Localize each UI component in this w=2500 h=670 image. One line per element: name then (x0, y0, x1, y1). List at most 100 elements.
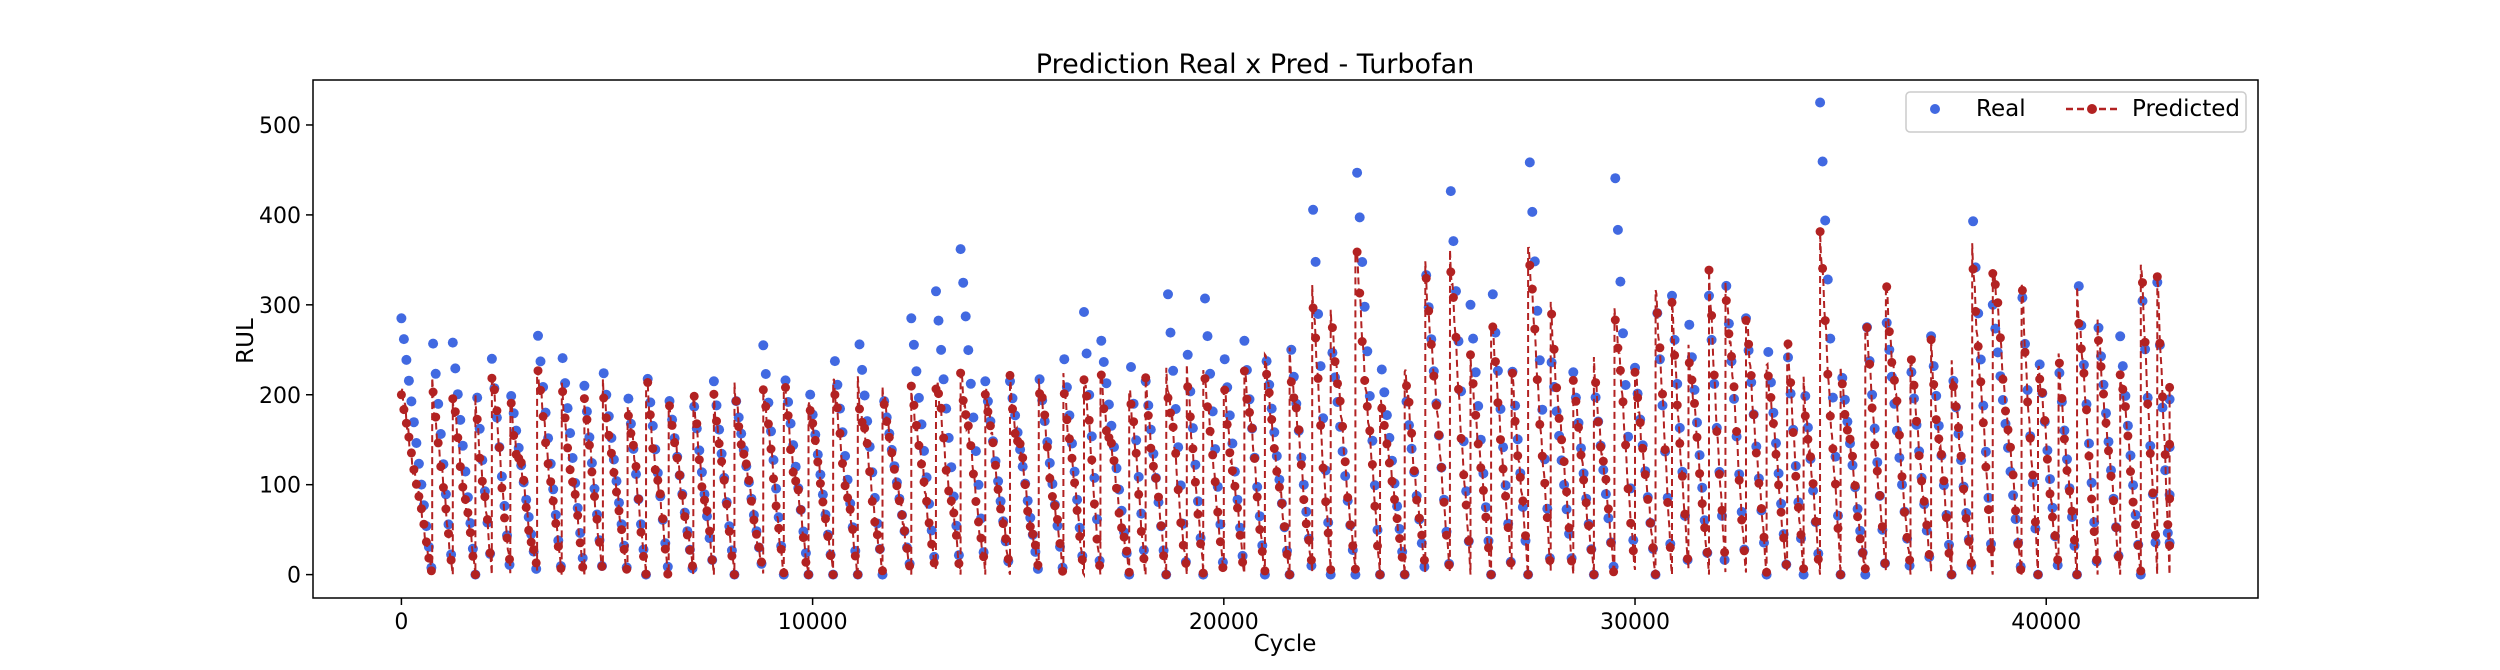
predicted-point (1931, 415, 1941, 425)
predicted-point (1260, 566, 1270, 576)
real-point (1825, 333, 1836, 344)
predicted-point (1995, 333, 2005, 343)
predicted-point (1704, 265, 1714, 275)
predicted-point (1712, 427, 1722, 436)
predicted-point (2165, 382, 2175, 392)
predicted-point (444, 529, 453, 539)
predicted-point (697, 482, 707, 492)
predicted-point (1720, 547, 1730, 557)
y-tick-label: 200 (259, 384, 301, 409)
predicted-point (1939, 476, 1949, 486)
predicted-point (1286, 377, 1296, 387)
predicted-point (1200, 374, 1210, 384)
predicted-point (597, 561, 607, 571)
predicted-point (1045, 473, 1055, 483)
real-point (1684, 319, 1695, 330)
predicted-point (1667, 297, 1677, 307)
predicted-point (1683, 554, 1693, 564)
predicted-point (2028, 470, 2038, 480)
predicted-point (1697, 499, 1707, 509)
predicted-point (746, 496, 756, 506)
predicted-point (1033, 560, 1043, 570)
predicted-point (1294, 425, 1304, 435)
predicted-point (590, 492, 599, 501)
predicted-point (805, 405, 815, 415)
predicted-point (653, 475, 663, 485)
predicted-point (783, 411, 793, 421)
predicted-point (1988, 269, 1998, 278)
predicted-point (2045, 489, 2055, 499)
predicted-point (1684, 358, 1694, 368)
predicted-point (1042, 442, 1052, 452)
real-point (1524, 157, 1535, 168)
predicted-point (1596, 442, 1606, 452)
predicted-point (634, 494, 643, 504)
predicted-point (2013, 539, 2023, 549)
x-tick-label: 40000 (2011, 610, 2081, 635)
predicted-point (1478, 485, 1488, 495)
real-point (1310, 256, 1321, 267)
predicted-point (1330, 357, 1340, 367)
predicted-point (1695, 469, 1705, 479)
predicted-point (2053, 555, 2063, 565)
predicted-point (1776, 507, 1786, 517)
predicted-point (1503, 523, 1513, 533)
predicted-point (2120, 402, 2130, 412)
predicted-point (2115, 370, 2125, 380)
predicted-point (1880, 558, 1890, 568)
predicted-point (804, 570, 813, 580)
real-point (1098, 357, 1109, 367)
predicted-point (1484, 543, 1493, 553)
real-point (1746, 377, 1757, 388)
predicted-point (680, 512, 690, 522)
predicted-point (416, 504, 426, 514)
real-point (589, 483, 600, 494)
predicted-point (961, 410, 971, 420)
real-point (963, 345, 974, 356)
predicted-point (477, 476, 487, 486)
predicted-point (1811, 516, 1821, 526)
predicted-point (1557, 435, 1567, 445)
real-point (433, 398, 444, 409)
predicted-point (1734, 475, 1744, 485)
real-point (933, 315, 944, 326)
predicted-point (1521, 531, 1530, 541)
real-point (403, 375, 414, 386)
predicted-point (2165, 494, 2175, 504)
predicted-point (1926, 335, 1936, 345)
predicted-point (667, 420, 677, 430)
predicted-point (2145, 449, 2155, 458)
real-point (1190, 459, 1201, 470)
real-point (1473, 401, 1484, 411)
real-point (694, 445, 705, 456)
predicted-point (1917, 476, 1927, 486)
predicted-point (1986, 544, 1996, 554)
predicted-point (1702, 547, 1712, 557)
predicted-point (1203, 402, 1212, 412)
predicted-point (1837, 379, 1847, 389)
predicted-point (1872, 466, 1882, 476)
predicted-point (998, 519, 1008, 529)
predicted-point (1700, 523, 1710, 533)
real-point (1992, 347, 2003, 358)
real-point (696, 467, 707, 478)
predicted-point (1766, 393, 1776, 402)
predicted-point (558, 387, 568, 397)
predicted-point (1518, 496, 1528, 506)
predicted-point (1412, 495, 1422, 505)
real-point (906, 313, 917, 324)
real-point (1763, 347, 1774, 357)
predicted-point (1456, 433, 1466, 443)
predicted-point (406, 448, 416, 458)
predicted-point (1993, 298, 2003, 308)
predicted-point (1166, 408, 1175, 418)
real-point (780, 375, 791, 386)
predicted-point (1976, 377, 1986, 387)
real-point (980, 376, 991, 387)
predicted-point (1431, 400, 1441, 410)
predicted-point (2059, 434, 2069, 444)
real-point (1337, 446, 1348, 457)
predicted-point (2062, 466, 2072, 475)
predicted-point (2020, 347, 2030, 357)
